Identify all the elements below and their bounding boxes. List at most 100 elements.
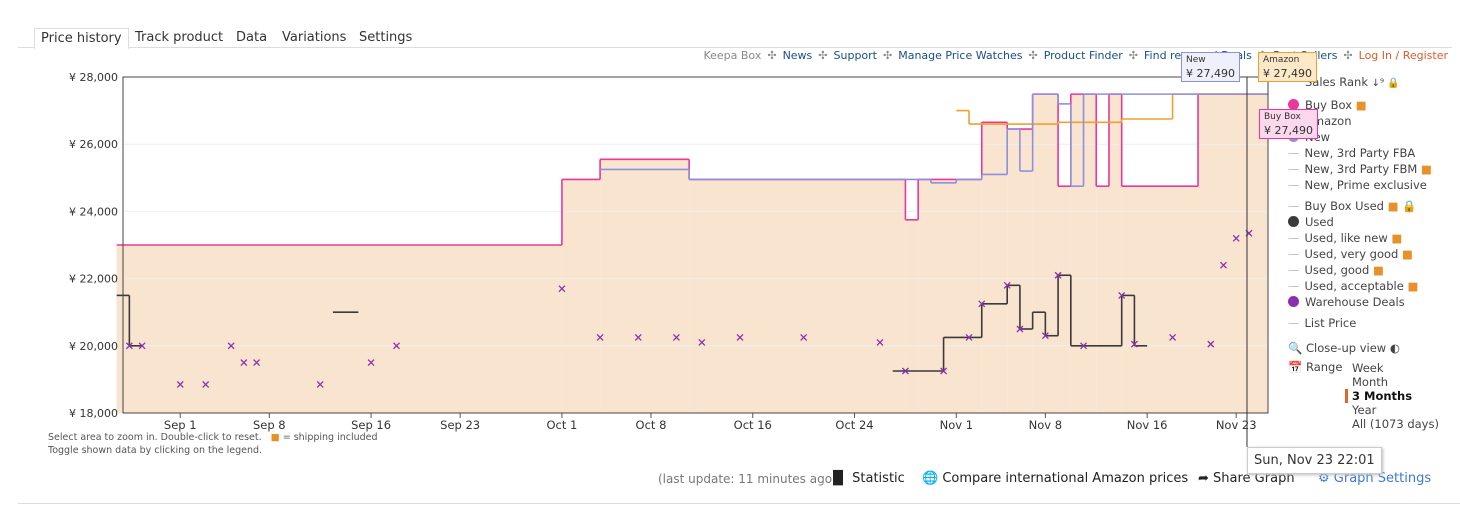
login-link[interactable]: Log In / Register (1358, 49, 1448, 62)
range-option[interactable]: 3 Months (1345, 389, 1439, 403)
close-up-toggle[interactable]: 🔍 Close-up view ◐ (1288, 341, 1400, 355)
deal-marker (800, 333, 808, 341)
price-area (1198, 94, 1268, 414)
deal-marker (1054, 271, 1062, 279)
link[interactable]: Support (833, 49, 877, 62)
deal-marker (965, 333, 973, 341)
legend-item[interactable]: — Used, like new ■ (1288, 231, 1403, 245)
deal-marker (901, 367, 909, 375)
deal-marker (1080, 342, 1087, 350)
hint: Select area to zoom in. Double-click to … (48, 432, 378, 443)
legend-label: Used, good (1304, 263, 1370, 277)
price-area (1007, 129, 1033, 413)
x-tick-label: Nov 1 (940, 418, 973, 432)
y-tick-label: ¥ 20,000 (69, 340, 118, 353)
y-tick-label: ¥ 28,000 (69, 71, 118, 84)
tab[interactable]: Data (236, 30, 268, 45)
tab[interactable]: Variations (282, 30, 347, 45)
legend-item[interactable]: Warehouse Deals (1288, 294, 1453, 310)
x-tick-label: Sep 8 (253, 418, 286, 432)
legend-item[interactable]: — New, Prime exclusive (1288, 178, 1427, 192)
legend-label: Buy Box Used (1304, 199, 1384, 213)
button-label: Statistic (852, 471, 905, 486)
legend-label: New, 3rd Party FBA (1304, 146, 1416, 160)
x-tick-label: Sep 23 (440, 418, 480, 432)
x-tick-label: Nov 16 (1127, 418, 1168, 432)
x-tick-label: Sep 1 (164, 418, 197, 432)
button-label: Graph Settings (1333, 471, 1432, 486)
deal-marker (1041, 332, 1049, 340)
deal-marker (125, 342, 133, 350)
settings-button[interactable]: ⚙ Graph Settings (1318, 471, 1432, 486)
legend-label: New, 3rd Party FBM (1304, 162, 1418, 176)
link[interactable]: Product Finder (1043, 49, 1123, 62)
hint-text: = shipping included (282, 432, 378, 443)
deal-marker (240, 359, 248, 367)
tooltip: New ¥ 27,490 (1181, 52, 1240, 82)
range-option[interactable]: Year (1352, 403, 1377, 417)
x-tick-label: Oct 8 (636, 418, 667, 432)
deal-marker (876, 338, 884, 346)
statistic-button[interactable]: ▐▌ Statistic (828, 471, 905, 486)
tab[interactable]: Price history (34, 28, 129, 49)
legend-item[interactable]: Buy Box ■ (1288, 97, 1453, 113)
range-options: Week Month 3 Months Year All (1073 days) (1345, 361, 1439, 431)
legend-item[interactable]: — List Price (1288, 316, 1357, 330)
legend-item[interactable]: — New, 3rd Party FBM ■ (1288, 162, 1432, 176)
deal-marker (736, 333, 744, 341)
control-label: Close-up view (1305, 341, 1387, 355)
legend-item[interactable]: Used (1288, 214, 1453, 230)
deal-marker (698, 338, 706, 346)
link[interactable]: Manage Price Watches (898, 49, 1023, 62)
x-tick-label: Oct 1 (546, 418, 577, 432)
deal-marker (202, 380, 210, 388)
deal-marker (1169, 333, 1177, 341)
hint-text: Select area to zoom in. Double-click to … (48, 432, 262, 443)
button-label: Share Graph (1213, 471, 1295, 486)
y-tick-label: ¥ 18,000 (69, 407, 118, 420)
legend: Sales Rank ↓⁹ 🔒 Buy Box ■ Amazon New —Ne… (1288, 74, 1453, 331)
deal-marker (1130, 340, 1138, 348)
deal-marker (634, 333, 642, 341)
deal-marker (393, 342, 400, 350)
range-option[interactable]: Week (1352, 361, 1384, 375)
range-option[interactable]: All (1073 days) (1352, 417, 1439, 431)
tab[interactable]: Track product (135, 30, 224, 45)
deal-marker (227, 342, 235, 350)
link[interactable]: Keepa Box (703, 49, 762, 62)
legend-item[interactable]: — Used, good ■ (1288, 263, 1384, 277)
tab[interactable]: Settings (359, 30, 413, 45)
share-button[interactable]: ➦ Share Graph (1198, 471, 1295, 486)
legend-item[interactable]: Sales Rank ↓⁹ 🔒 (1305, 75, 1400, 89)
legend-label: Used, acceptable (1304, 279, 1404, 293)
deal-marker (176, 380, 184, 388)
button-label: Compare international Amazon prices (942, 471, 1189, 486)
x-tick-label: Oct 24 (835, 418, 873, 432)
deal-marker (1016, 325, 1024, 333)
deal-marker (596, 333, 604, 341)
legend-item[interactable]: — Buy Box Used ■ 🔒 (1288, 199, 1417, 213)
legend-label: Buy Box (1305, 98, 1353, 112)
range-option[interactable]: Month (1352, 375, 1389, 389)
footer-rule (18, 503, 1460, 504)
price-area (981, 122, 1008, 414)
tooltip: Buy Box ¥ 27,490 (1259, 109, 1318, 139)
x-tick-label: Sep 16 (351, 418, 391, 432)
range-label: 📅 Range (1288, 360, 1343, 374)
price-area (689, 179, 906, 413)
plot-border (122, 76, 1269, 414)
legend-item[interactable]: — Used, very good ■ (1288, 247, 1413, 261)
link[interactable]: News (782, 49, 813, 62)
legend-item[interactable]: — New, 3rd Party FBA (1288, 146, 1416, 160)
deal-marker (1207, 340, 1215, 348)
y-tick-label: ¥ 24,000 (69, 205, 118, 218)
deal-marker (1220, 261, 1227, 269)
compare-button[interactable]: 🌐 Compare international Amazon prices (922, 471, 1189, 486)
deal-marker (558, 285, 566, 293)
tab-rule (18, 47, 1452, 48)
legend-item[interactable]: — Used, acceptable ■ (1288, 279, 1419, 293)
legend-label: Used, like new (1304, 231, 1388, 245)
price-area (905, 219, 919, 413)
